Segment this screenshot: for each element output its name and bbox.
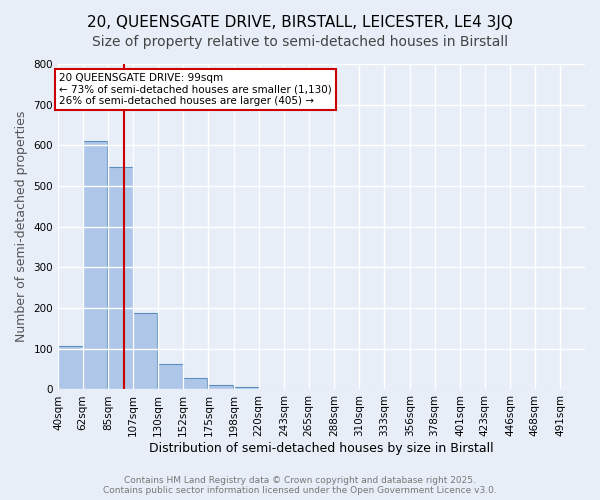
Bar [158, 364, 183, 390]
Bar [234, 388, 259, 390]
Bar [83, 142, 107, 390]
Text: Contains HM Land Registry data © Crown copyright and database right 2025.
Contai: Contains HM Land Registry data © Crown c… [103, 476, 497, 495]
Text: 20, QUEENSGATE DRIVE, BIRSTALL, LEICESTER, LE4 3JQ: 20, QUEENSGATE DRIVE, BIRSTALL, LEICESTE… [87, 15, 513, 30]
Bar [58, 346, 83, 390]
Y-axis label: Number of semi-detached properties: Number of semi-detached properties [15, 111, 28, 342]
Bar [108, 166, 133, 390]
X-axis label: Distribution of semi-detached houses by size in Birstall: Distribution of semi-detached houses by … [149, 442, 494, 455]
Text: 20 QUEENSGATE DRIVE: 99sqm
← 73% of semi-detached houses are smaller (1,130)
26%: 20 QUEENSGATE DRIVE: 99sqm ← 73% of semi… [59, 73, 332, 106]
Text: Size of property relative to semi-detached houses in Birstall: Size of property relative to semi-detach… [92, 35, 508, 49]
Bar [183, 378, 208, 390]
Bar [208, 386, 233, 390]
Bar [133, 313, 157, 390]
